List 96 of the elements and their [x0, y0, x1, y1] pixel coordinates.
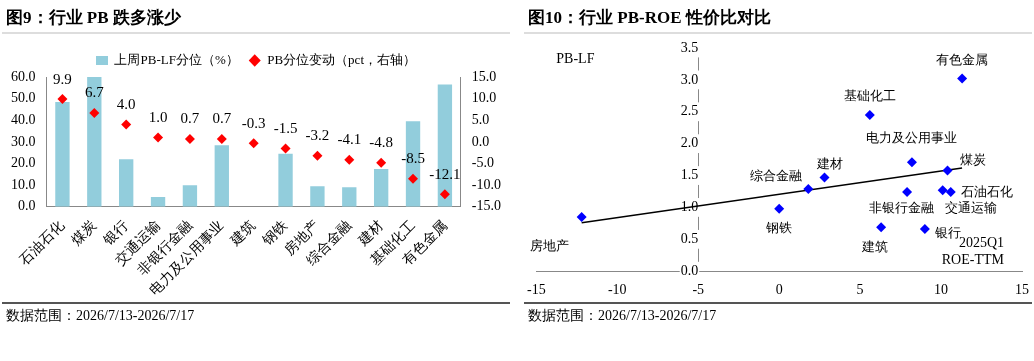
x-tick-label: -5 [692, 282, 705, 298]
point [906, 157, 917, 168]
data-label: 9.9 [53, 70, 72, 87]
point [902, 187, 913, 198]
point [819, 172, 830, 183]
point [876, 222, 887, 233]
bar [373, 168, 389, 207]
y-tick-label: 10.0 [11, 176, 36, 192]
data-label: 0.7 [212, 110, 232, 127]
y-tick-label: 50.0 [11, 90, 36, 106]
y2-tick-label: -10.0 [471, 176, 502, 192]
point [957, 73, 968, 84]
y-tick-label: 2.0 [680, 135, 699, 151]
point [803, 183, 814, 194]
point [248, 138, 259, 149]
y2-tick-label: -5.0 [471, 155, 495, 171]
point [439, 189, 450, 200]
annotation: 石油石化 [960, 183, 1013, 199]
annotation: 非银行金融 [868, 199, 934, 215]
y2-tick-label: 10.0 [471, 90, 497, 106]
bar [119, 159, 134, 207]
data-label: -12.1 [429, 165, 461, 182]
data-label: -4.1 [337, 131, 362, 148]
data-label: -3.2 [305, 127, 330, 144]
annotation: 建材 [816, 155, 844, 171]
bar [214, 145, 229, 207]
x-tick-label: 10 [934, 282, 949, 298]
data-label: -4.8 [369, 134, 394, 151]
point [89, 107, 100, 118]
point [121, 119, 132, 130]
data-label: -1.5 [273, 119, 298, 136]
y-tick-label: 20.0 [11, 155, 36, 171]
point [774, 203, 785, 214]
y-tick-label: 60.0 [11, 68, 36, 84]
y-tick-label: 0.0 [18, 198, 36, 214]
annotation: 交通运输 [944, 199, 997, 215]
point [216, 133, 227, 144]
text: 数据范围：2026/7/13-2026/7/17 [2, 302, 510, 328]
x-tick-label: 15 [1015, 282, 1029, 298]
point [184, 133, 195, 144]
annotation: 电力及公用事业 [866, 129, 958, 145]
text: 数据范围：2026/7/13-2026/7/17 [524, 302, 1032, 328]
y-tick-label: 30.0 [11, 133, 36, 149]
point [864, 109, 875, 120]
point [153, 132, 164, 143]
annotation: 综合金融 [750, 168, 803, 184]
data-label: -8.5 [401, 150, 425, 167]
point [312, 150, 323, 161]
point [919, 224, 930, 235]
legend-label: 上周PB-LF分位（%） [114, 51, 239, 67]
point [376, 157, 387, 168]
point [57, 94, 68, 105]
legend-label: PB分位变动（pct，右轴） [267, 51, 417, 67]
x-tick-label: 煤炭 [68, 217, 100, 249]
x-tick-label: -15 [527, 282, 546, 298]
y2-tick-label: -15.0 [471, 198, 502, 214]
point [280, 143, 291, 154]
chart-title: 图10：行业 PB-ROE 性价比对比 [524, 4, 1032, 34]
data-label: 4.0 [116, 96, 136, 113]
x-tick-label: 5 [856, 282, 864, 298]
annotation: 基础化工 [843, 88, 896, 104]
annotation: 煤炭 [959, 151, 986, 167]
point [408, 173, 419, 184]
y-tick-label: 2.5 [680, 103, 699, 119]
data-label: 0.7 [180, 110, 200, 127]
y-tick-label: 0.5 [680, 230, 699, 246]
bar [87, 77, 102, 207]
y2-tick-label: 0.0 [471, 133, 490, 149]
y-tick-label: 1.5 [680, 167, 699, 183]
y2-tick-label: 5.0 [471, 111, 490, 127]
y2-tick-label: 15.0 [471, 68, 497, 84]
x-tick-label: -10 [607, 282, 627, 298]
point [945, 187, 956, 198]
data-label: 1.0 [148, 109, 168, 126]
bar [342, 187, 357, 207]
y-tick-label: 0.0 [680, 262, 699, 278]
bar [55, 101, 70, 207]
point [937, 185, 948, 196]
data-label: 6.7 [84, 84, 105, 101]
bar [310, 186, 325, 207]
y-axis-title: PB-LF [556, 50, 595, 66]
bar [182, 185, 198, 207]
point [942, 165, 953, 176]
y-tick-label: 40.0 [11, 111, 36, 127]
point [344, 154, 355, 165]
x-tick-label: 建筑 [227, 217, 259, 249]
chart-title: 图9：行业 PB 跌多涨少 [2, 4, 510, 34]
data-label: -0.3 [241, 114, 266, 131]
x-tick-label: 石油石化 [16, 217, 68, 269]
x-tick-label: 0 [775, 282, 783, 298]
y-tick-label: 3.5 [680, 39, 699, 55]
y-tick-label: 3.0 [680, 71, 699, 87]
annotation: 有色金属 [936, 52, 989, 68]
bar [278, 153, 293, 207]
point [576, 211, 587, 222]
bar [150, 197, 166, 207]
